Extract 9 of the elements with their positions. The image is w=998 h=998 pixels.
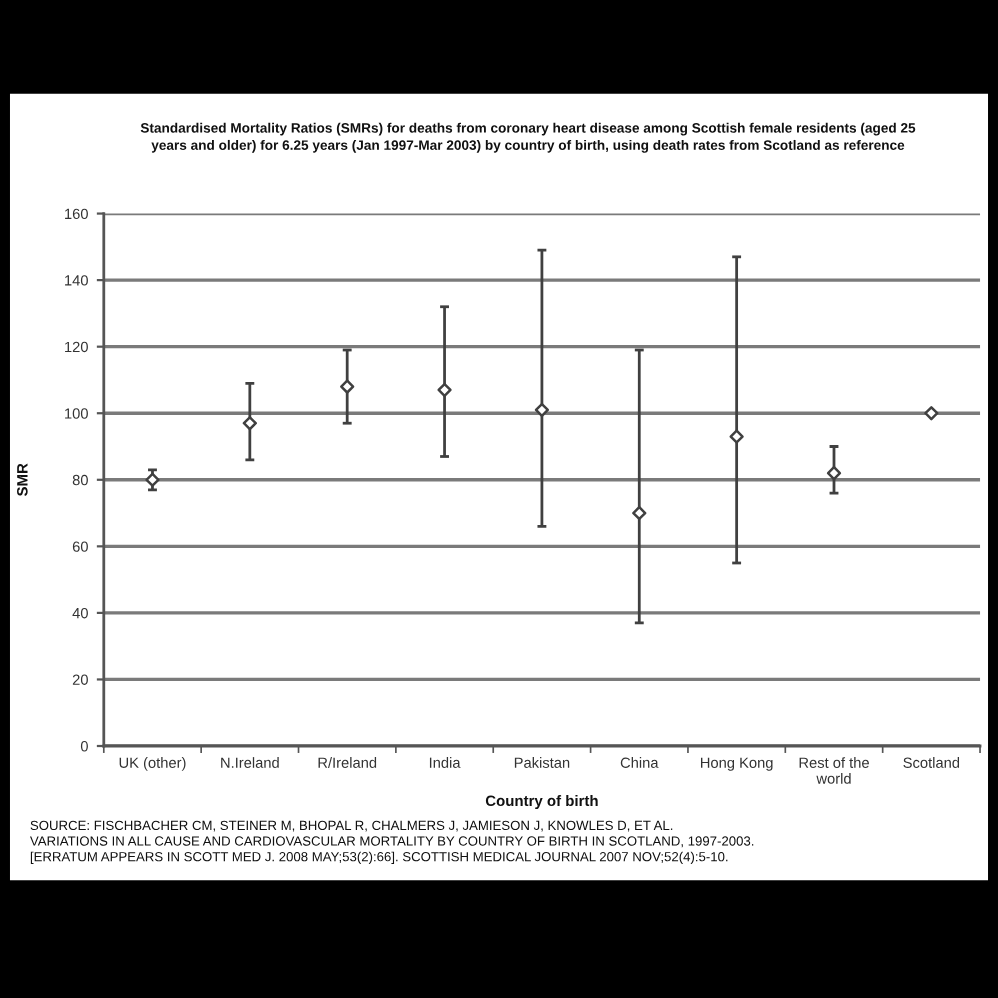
point xyxy=(145,472,160,487)
point xyxy=(340,379,355,394)
point xyxy=(534,402,550,418)
point xyxy=(729,429,744,444)
point xyxy=(437,382,452,398)
point xyxy=(242,416,257,431)
point xyxy=(632,505,647,521)
point xyxy=(826,465,842,481)
point xyxy=(924,406,939,421)
